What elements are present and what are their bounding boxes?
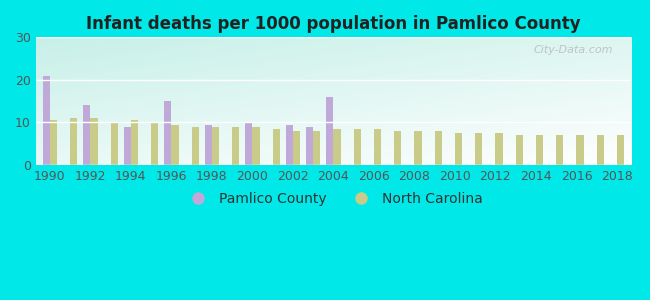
Bar (354, 129, 361, 165)
Bar (306, 127, 313, 165)
Bar (172, 124, 179, 165)
Bar (272, 129, 280, 165)
Text: City-Data.com: City-Data.com (534, 45, 613, 55)
Bar (286, 124, 293, 165)
Bar (495, 133, 502, 165)
Bar (455, 133, 462, 165)
Bar (577, 135, 584, 165)
Bar (313, 131, 320, 165)
Bar (131, 120, 138, 165)
Bar (111, 122, 118, 165)
Bar (394, 131, 401, 165)
Bar (212, 127, 219, 165)
Bar (205, 124, 212, 165)
Bar (617, 135, 624, 165)
Bar (597, 135, 604, 165)
Bar (374, 129, 381, 165)
Bar (536, 135, 543, 165)
Bar (164, 101, 172, 165)
Bar (252, 127, 259, 165)
Bar (556, 135, 564, 165)
Bar (151, 122, 158, 165)
Bar (43, 76, 50, 165)
Bar (124, 127, 131, 165)
Bar (415, 131, 421, 165)
Bar (90, 118, 98, 165)
Bar (435, 131, 442, 165)
Bar (326, 97, 333, 165)
Bar (192, 127, 199, 165)
Bar (333, 129, 341, 165)
Bar (475, 133, 482, 165)
Bar (293, 131, 300, 165)
Bar (245, 122, 252, 165)
Legend: Pamlico County, North Carolina: Pamlico County, North Carolina (179, 187, 488, 211)
Title: Infant deaths per 1000 population in Pamlico County: Infant deaths per 1000 population in Pam… (86, 15, 580, 33)
Bar (515, 135, 523, 165)
Bar (83, 105, 90, 165)
Bar (232, 127, 239, 165)
Bar (50, 120, 57, 165)
Bar (70, 118, 77, 165)
